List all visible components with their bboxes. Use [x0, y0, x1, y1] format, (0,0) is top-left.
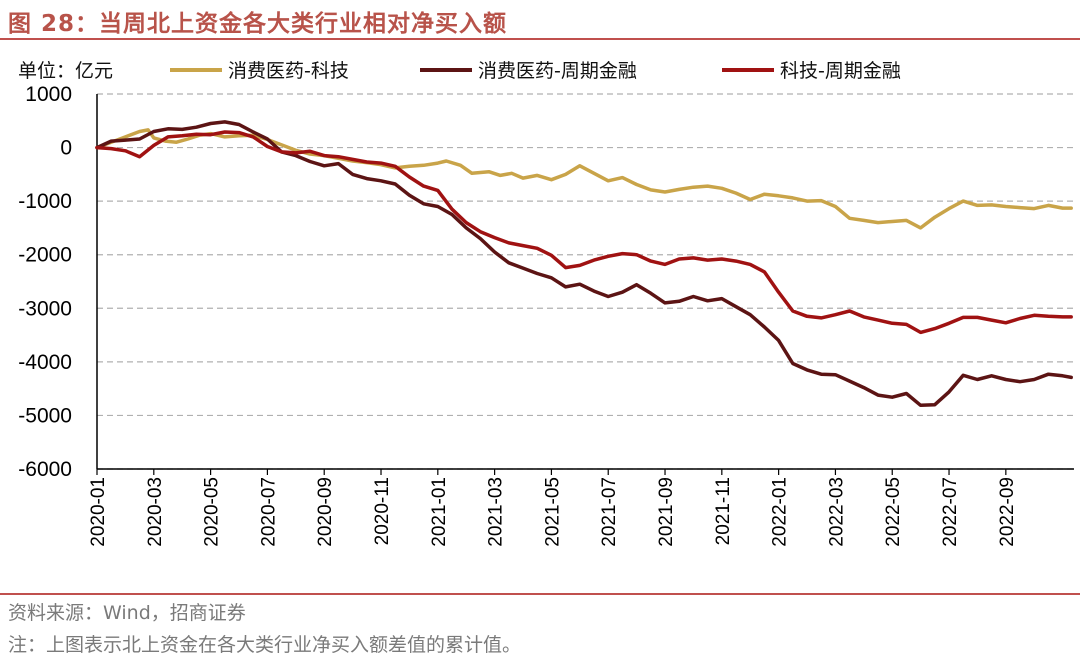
y-tick-label: -2000	[18, 244, 72, 267]
legend-label-consumer-tech: 消费医药-科技	[228, 60, 349, 82]
y-tick-label: -4000	[18, 351, 72, 374]
series-line-2	[95, 130, 1073, 335]
x-tick-label: 2020-01	[88, 477, 109, 547]
y-tick-label: -6000	[18, 458, 72, 481]
x-tick-label: 2020-09	[315, 477, 336, 547]
x-tick-label: 2021-11	[713, 477, 734, 545]
x-tick-label: 2022-05	[883, 477, 904, 547]
legend-label-tech-cyclical: 科技-周期金融	[780, 60, 901, 82]
y-tick-label: 0	[60, 137, 72, 160]
x-tick-label: 2020-11	[372, 477, 393, 545]
x-tick-label: 2021-07	[599, 477, 620, 547]
legend-label-consumer-cyclical: 消费医药-周期金融	[478, 60, 637, 82]
line-chart: 1000 0 -1000 -2000 -3000 -4000 -5000 -6000 2020-…	[18, 60, 1074, 547]
unit-label: 单位：亿元	[18, 60, 113, 82]
figure-title: 图 28：当周北上资金各大类行业相对净买入额	[8, 11, 508, 37]
legend: 单位：亿元 消费医药-科技 消费医药-周期金融 科技-周期金融	[18, 60, 901, 82]
series-line-0	[95, 128, 1073, 230]
series-lines	[95, 120, 1073, 408]
title-divider	[0, 38, 1080, 40]
x-tick-label: 2020-03	[145, 477, 166, 547]
x-tick-label: 2022-03	[826, 477, 847, 547]
x-tick-label: 2021-03	[486, 477, 507, 547]
y-tick-label: -3000	[18, 297, 72, 320]
y-tick-label: -5000	[18, 404, 72, 427]
footnote: 注：上图表示北上资金在各大类行业净买入额差值的累计值。	[8, 634, 522, 656]
gridlines	[97, 93, 1074, 470]
x-tick-label: 2021-09	[656, 477, 677, 547]
x-tick-label: 2022-01	[770, 477, 791, 547]
x-tick-label: 2022-07	[940, 477, 961, 547]
axes: 1000 0 -1000 -2000 -3000 -4000 -5000 -6000 2020-…	[18, 83, 1074, 547]
y-tick-label: 1000	[25, 83, 72, 106]
y-tick-label: -1000	[18, 190, 72, 213]
x-tick-label: 2021-01	[429, 477, 450, 547]
x-tick-label: 2020-07	[258, 477, 279, 547]
x-tick-label: 2022-09	[997, 477, 1018, 547]
x-tick-label: 2021-05	[542, 477, 563, 547]
x-tick-label: 2020-05	[202, 477, 223, 547]
source-note: 资料来源：Wind，招商证券	[8, 602, 246, 624]
footer-divider	[0, 593, 1080, 595]
series-line-1	[95, 120, 1073, 408]
